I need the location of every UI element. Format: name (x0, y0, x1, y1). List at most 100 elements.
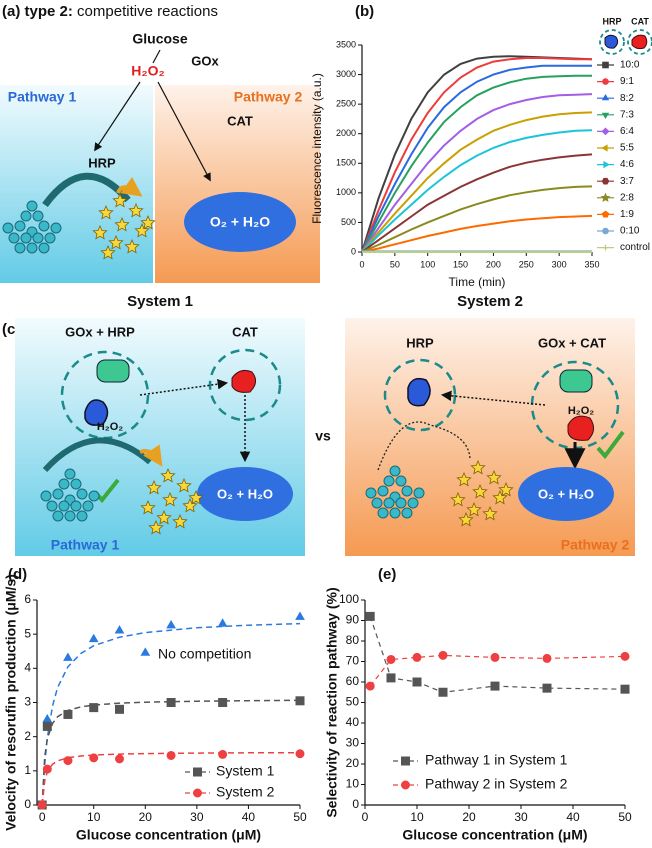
marker (603, 160, 610, 169)
y-tick-label: 70 (346, 654, 360, 668)
marker (89, 753, 99, 763)
y-tick-label: 2 (24, 729, 31, 743)
marker (601, 210, 610, 218)
y-tick-label: 1000 (336, 187, 356, 197)
marker (601, 177, 610, 185)
y-tick-label: 4 (24, 661, 31, 675)
x-tick-label: 200 (486, 259, 501, 269)
h2o2: H₂O₂ (568, 405, 594, 417)
panel-a-title: (a) type 2: competitive reactions (2, 3, 218, 20)
star (188, 489, 204, 505)
dot (20, 232, 32, 244)
marker (295, 611, 305, 620)
vs: vs (315, 428, 331, 444)
star (134, 222, 150, 238)
star (156, 509, 172, 525)
x-tick-label: 20 (462, 810, 476, 824)
arrow (440, 390, 546, 406)
marker (42, 714, 53, 723)
dot (76, 510, 88, 522)
marker (115, 704, 125, 714)
dot (40, 490, 52, 502)
x-tick-label: 100 (420, 259, 435, 269)
marker (89, 703, 99, 713)
star (492, 489, 508, 505)
marker (602, 244, 609, 251)
x-tick-label: 30 (514, 810, 528, 824)
cat: CAT (227, 113, 253, 128)
star (176, 477, 192, 493)
y-tick-label: 80 (346, 633, 360, 647)
star (456, 471, 472, 487)
dot (88, 490, 100, 502)
hrp: HRP (406, 335, 434, 350)
arrow (157, 81, 211, 182)
dot (365, 487, 377, 499)
legend-label: 5:5 (620, 143, 634, 154)
system-2: System 2 (457, 293, 523, 310)
pathway-1-box (0, 85, 153, 283)
legend-header: HRP (602, 16, 621, 26)
marker (193, 767, 202, 777)
dot (70, 500, 82, 512)
star (498, 481, 514, 497)
star (458, 511, 474, 527)
legend-label: control (620, 242, 650, 253)
marker (601, 127, 610, 136)
y-axis-title: Fluorescence intensity (a.u.) (310, 73, 324, 224)
x-tick-label: 40 (242, 810, 256, 824)
marker (600, 192, 611, 203)
marker (140, 647, 151, 656)
legend-header: CAT (631, 16, 649, 26)
product (140, 459, 514, 535)
marker (295, 696, 305, 706)
y-tick-label: 30 (346, 736, 360, 750)
y-tick-label: 3000 (336, 69, 356, 79)
marker (218, 698, 228, 707)
star (98, 204, 114, 220)
legend-label: Pathway 1 in System 1 (425, 752, 568, 768)
marker (42, 721, 52, 731)
marker (401, 780, 410, 790)
cat-enzyme (231, 370, 256, 393)
marker (193, 788, 202, 798)
dot (64, 510, 76, 522)
star (108, 234, 124, 250)
x-tick-label: 40 (566, 810, 580, 824)
y-axis-title: Velocity of resorufin production (μM/s) (3, 574, 19, 831)
marker (88, 633, 99, 643)
reaction-arc (42, 437, 152, 473)
marker (218, 749, 228, 759)
y-tick-label: 40 (346, 715, 360, 729)
pathway-1: Pathway 1 (51, 537, 120, 553)
dot (38, 242, 50, 254)
cat-enzyme (567, 415, 594, 441)
chart: (d) 0 1 2 3 4 5 6 0 10 20 30 40 50 Glucose concentrati… (3, 566, 307, 843)
series-line (361, 153, 593, 253)
legend-label: 9:1 (620, 76, 634, 87)
check (596, 430, 625, 460)
x-axis-title: Glucose concentration (μM) (76, 827, 261, 843)
y-tick-label: 1500 (336, 158, 356, 168)
legend-label: System 2 (216, 784, 275, 800)
dot (58, 478, 70, 490)
dot (46, 500, 58, 512)
dot (32, 210, 44, 222)
panel-label: (d) (8, 566, 27, 583)
dot (413, 487, 425, 499)
dot (58, 500, 70, 512)
marker (438, 687, 448, 697)
star (160, 467, 176, 483)
legend-label: 8:2 (620, 93, 634, 104)
x-axis-title: Glucose concentration (μM) (402, 827, 587, 843)
x-tick-label: 50 (618, 810, 632, 824)
marker (386, 673, 396, 683)
fit-line (41, 622, 301, 806)
marker (401, 756, 410, 766)
dot (26, 242, 38, 254)
star (466, 501, 482, 517)
y-tick-label: 10 (346, 777, 360, 791)
marker (620, 651, 630, 661)
legend-label: 7:3 (620, 109, 634, 120)
